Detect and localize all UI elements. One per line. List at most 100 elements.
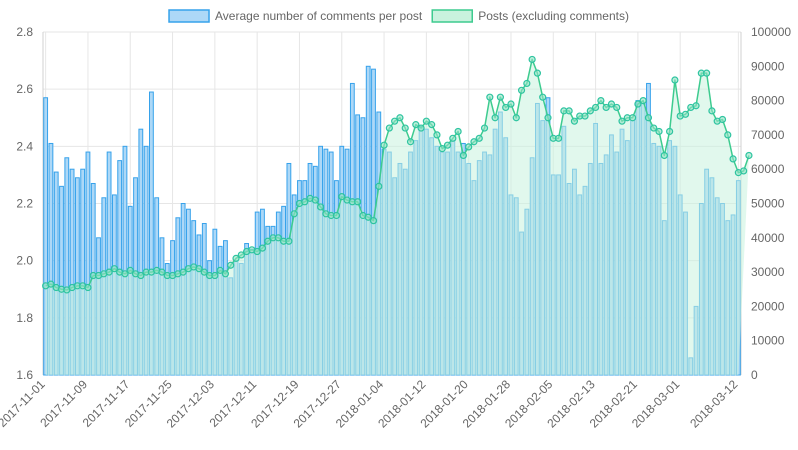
y-tick-label-right: 0	[751, 368, 758, 382]
data-point	[465, 143, 473, 151]
data-point	[618, 117, 626, 125]
data-point	[565, 107, 573, 115]
data-point	[533, 69, 542, 77]
data-point	[237, 251, 245, 259]
data-point	[507, 100, 515, 108]
data-point	[354, 198, 362, 206]
data-point	[391, 117, 399, 125]
y-tick-label-right: 80000	[751, 94, 785, 108]
data-point	[718, 115, 727, 124]
data-point	[428, 121, 436, 129]
data-point	[470, 138, 478, 146]
y-tick-label-left: 2.6	[16, 82, 33, 96]
data-point	[338, 193, 346, 201]
data-point	[528, 55, 536, 64]
data-point	[539, 93, 547, 101]
data-point	[417, 124, 425, 132]
data-point	[591, 103, 600, 112]
data-point	[634, 100, 642, 108]
data-point	[724, 131, 732, 139]
data-point	[195, 265, 203, 273]
data-point	[708, 107, 716, 115]
data-point	[480, 124, 489, 132]
data-point	[158, 268, 166, 276]
data-point	[232, 254, 240, 262]
y-tick-label-right: 60000	[751, 162, 785, 176]
data-point	[660, 151, 668, 160]
y-tick-label-left: 2.2	[16, 197, 33, 211]
data-point	[121, 270, 129, 278]
y-tick-label-left: 2.8	[16, 25, 33, 39]
data-point	[274, 234, 282, 242]
data-point	[570, 117, 579, 125]
data-point	[290, 210, 298, 218]
data-point	[385, 124, 393, 132]
data-point	[380, 141, 388, 149]
y-tick-label-right: 30000	[751, 265, 785, 279]
data-point	[655, 127, 663, 136]
data-point	[301, 198, 309, 206]
data-point	[317, 203, 325, 211]
data-point	[221, 270, 230, 278]
legend: Average number of comments per post Posts…	[168, 9, 629, 23]
y-tick-label-right: 50000	[751, 197, 785, 211]
y-tick-label-left: 2.0	[16, 254, 33, 268]
y-axis-right-ticks: 0 10000 20000 30000 40000 50000 60000 70000 8000…	[751, 25, 791, 382]
y-tick-label-left: 2.4	[16, 139, 33, 153]
data-point	[110, 265, 118, 273]
data-point	[671, 76, 679, 84]
data-point	[438, 145, 446, 153]
data-point	[607, 100, 616, 108]
data-point	[502, 103, 510, 112]
data-point	[729, 155, 737, 163]
data-point	[47, 280, 55, 288]
data-point	[459, 151, 467, 160]
data-point	[253, 247, 261, 256]
y-tick-label-right: 20000	[751, 299, 785, 313]
data-point	[740, 167, 748, 175]
data-point	[401, 124, 409, 132]
data-point	[486, 93, 494, 101]
data-point	[332, 211, 341, 220]
data-point	[227, 261, 235, 269]
data-point	[449, 134, 457, 142]
data-point	[666, 127, 674, 136]
y-tick-label-left: 1.8	[16, 311, 33, 325]
data-point	[613, 103, 621, 112]
data-point	[137, 271, 145, 280]
data-point	[311, 196, 319, 204]
legend-label: Average number of comments per post	[215, 9, 423, 23]
data-point	[443, 141, 452, 149]
data-point	[544, 114, 552, 122]
data-point	[745, 151, 753, 160]
data-point	[396, 114, 404, 122]
data-point	[703, 69, 711, 77]
data-point	[264, 237, 272, 245]
data-point	[454, 127, 462, 136]
data-point	[406, 138, 415, 146]
data-point	[491, 114, 499, 122]
data-point	[586, 107, 594, 115]
data-point	[375, 182, 383, 190]
data-point	[496, 93, 504, 101]
legend-area-swatch	[431, 9, 473, 23]
data-point	[105, 268, 113, 276]
data-point	[475, 134, 483, 142]
data-point	[412, 121, 420, 129]
data-point	[602, 103, 610, 112]
area-fill	[45, 59, 749, 375]
legend-bar-swatch	[168, 9, 210, 23]
data-point	[523, 79, 531, 88]
data-point	[285, 237, 293, 245]
data-point	[216, 266, 224, 274]
data-point	[369, 217, 378, 225]
data-point	[597, 96, 605, 105]
y-tick-label-right: 40000	[751, 231, 785, 245]
data-point	[644, 114, 653, 122]
data-point	[517, 86, 526, 94]
data-point	[681, 110, 690, 118]
data-point	[581, 112, 589, 120]
data-point	[84, 283, 92, 292]
